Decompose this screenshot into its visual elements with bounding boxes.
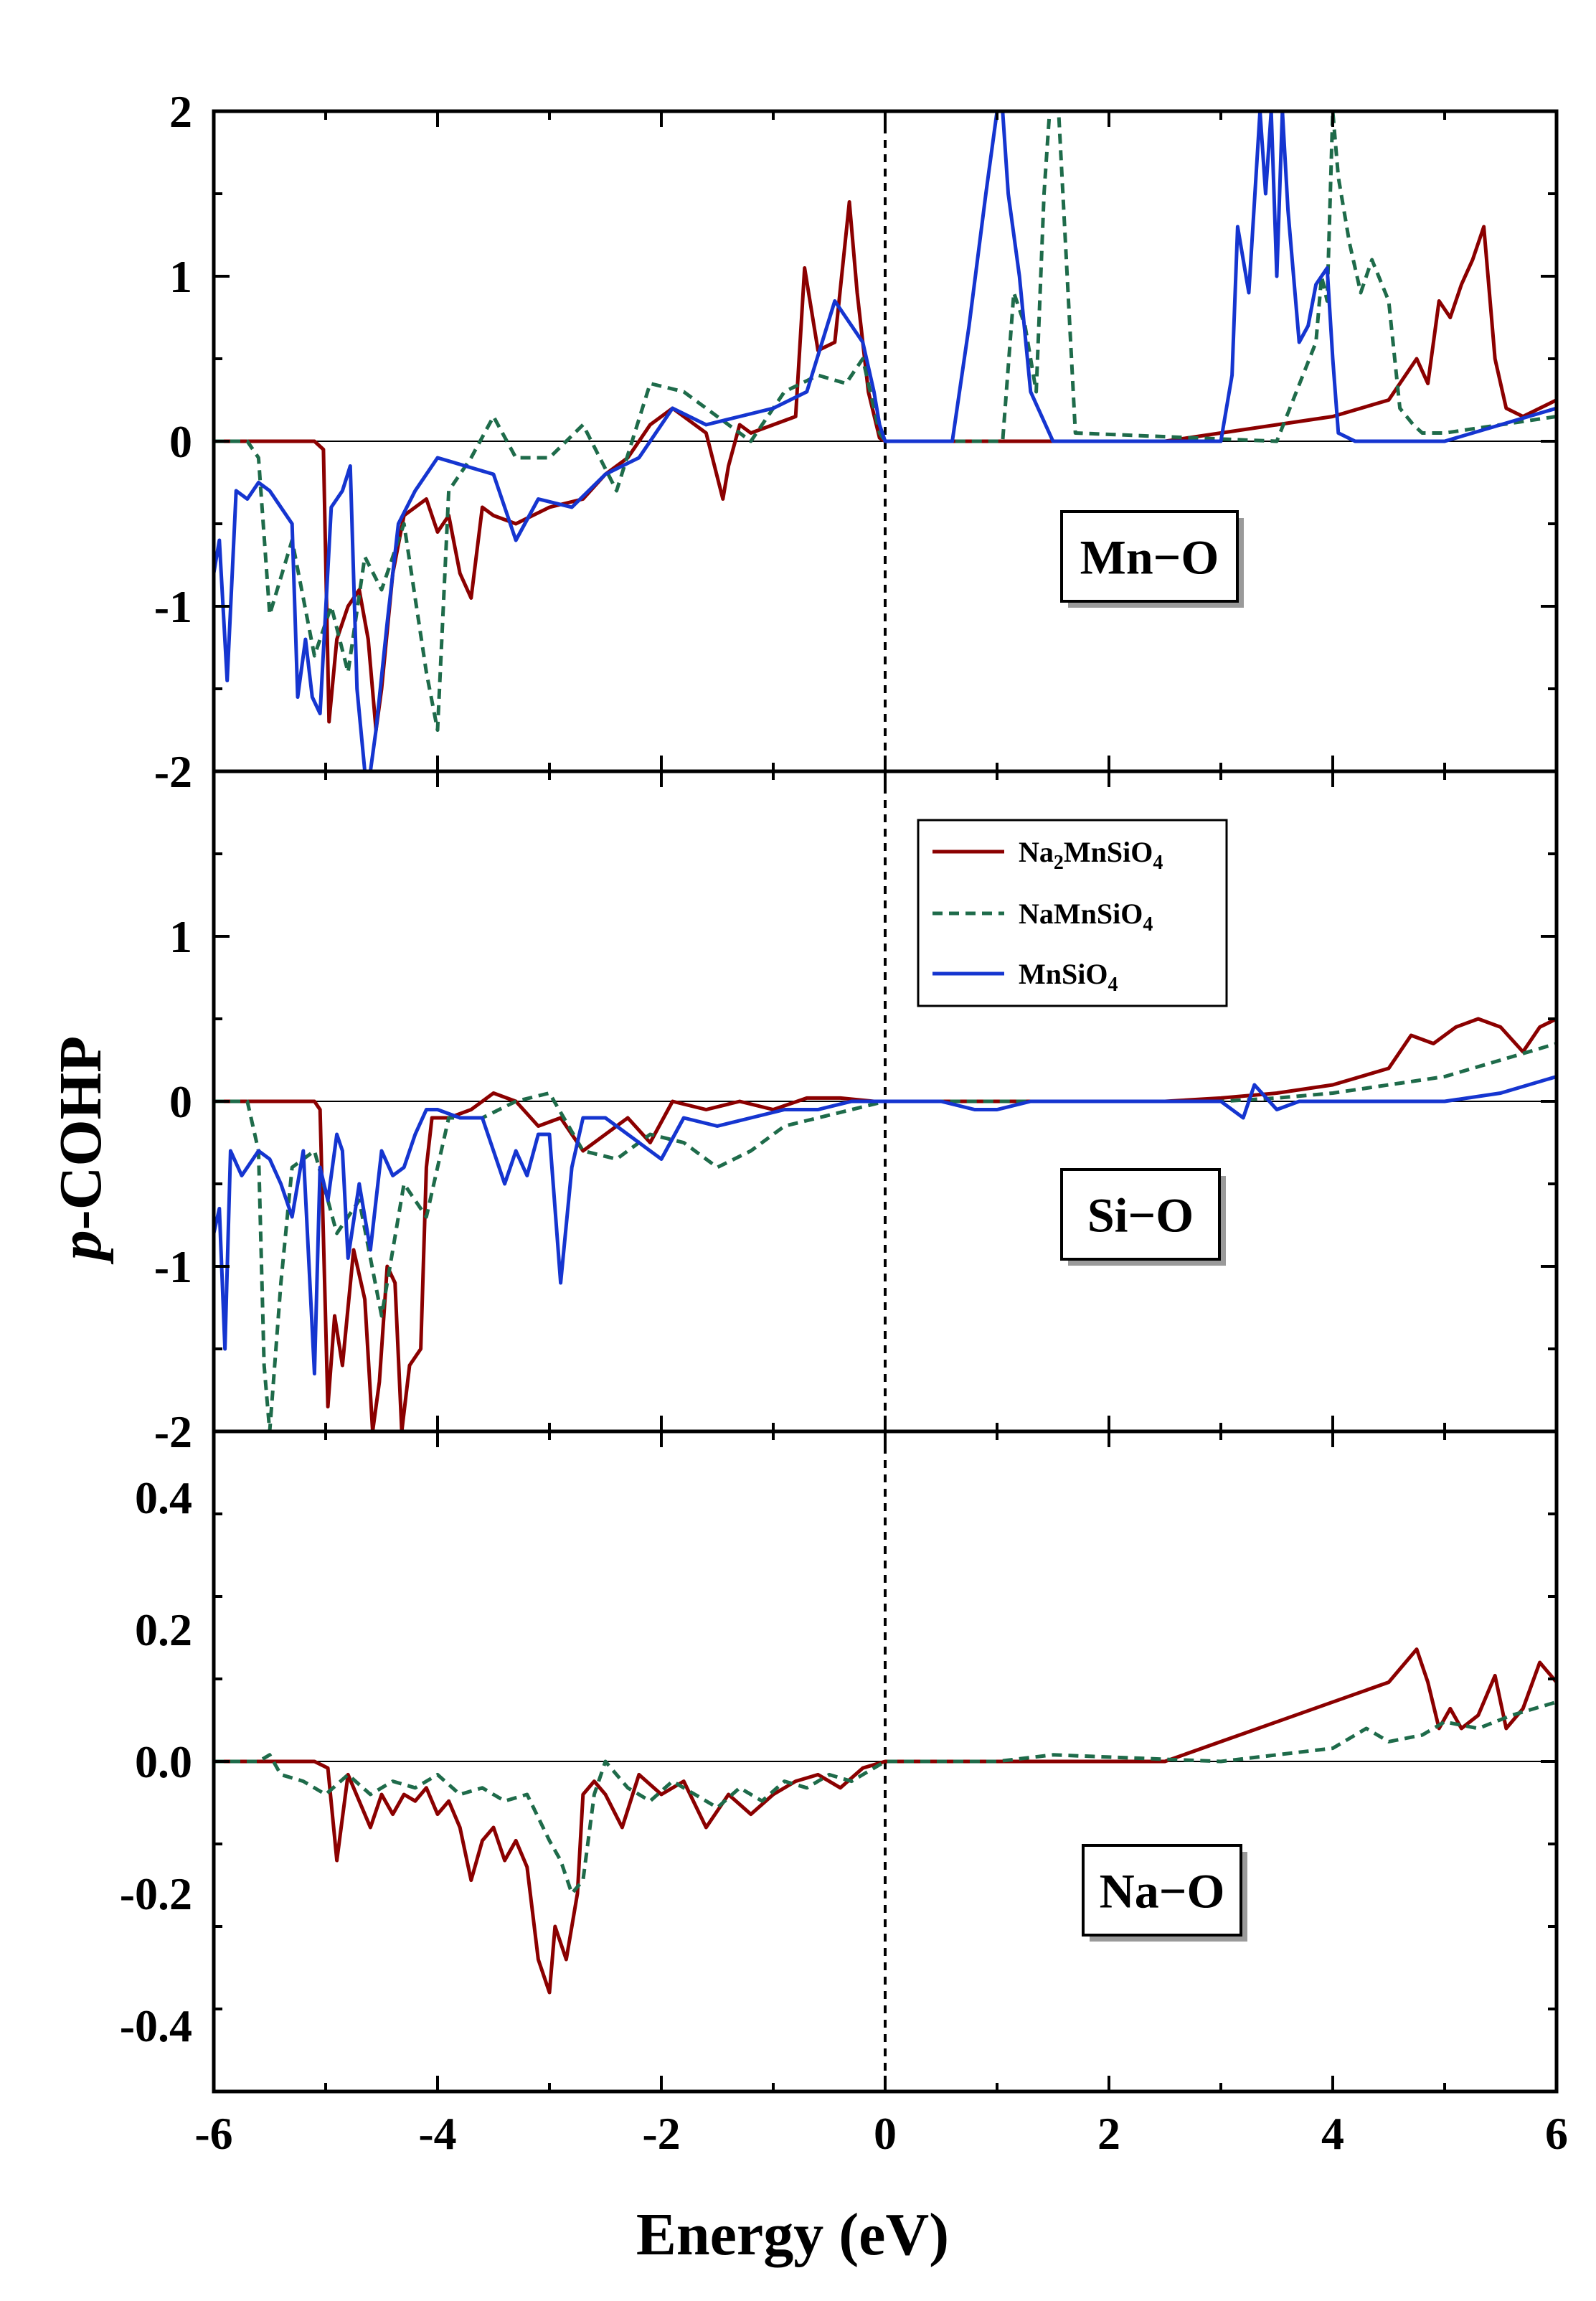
y-tick-label: 0.4 <box>135 1472 192 1523</box>
legend-label-NaMnSiO4: NaMnSiO4 <box>1019 898 1153 936</box>
y-tick-label: -1 <box>154 581 192 632</box>
panel-label-box <box>1060 510 1239 603</box>
series-line-Na2MnSiO4 <box>214 1017 1557 1431</box>
y-tick-label: 1 <box>169 911 192 962</box>
panel-series-group <box>214 111 1557 771</box>
panel-label-box <box>1060 1168 1221 1261</box>
panel-3 <box>214 1431 1557 2091</box>
x-tick-label: -4 <box>418 2108 456 2159</box>
series-line-NaMnSiO4 <box>214 1042 1557 1431</box>
y-tick-label: -2 <box>154 746 192 797</box>
x-tick-label: -2 <box>642 2108 680 2159</box>
x-tick-label: 6 <box>1545 2108 1568 2159</box>
y-tick-label: 1 <box>169 251 192 302</box>
y-axis-title-italic: p <box>47 1230 114 1264</box>
series-line-Na2MnSiO4 <box>214 1647 1557 1995</box>
y-axis-title: p-COHP <box>47 1036 114 1265</box>
x-axis-title: Energy (eV) <box>636 2201 949 2268</box>
y-tick-label: 0.0 <box>135 1736 192 1787</box>
panel-label: Mn−O <box>1080 530 1219 585</box>
y-tick-label: 0 <box>169 416 192 467</box>
y-tick-label: 0 <box>169 1076 192 1127</box>
panel-series-group <box>214 1017 1557 1431</box>
y-tick-label: 0.2 <box>135 1604 192 1655</box>
y-tick-label: -0.4 <box>120 2000 192 2051</box>
legend-text-part: NaMnSiO <box>1019 898 1143 930</box>
panel-2 <box>214 771 1557 1431</box>
panel-label: Na−O <box>1100 1864 1225 1919</box>
panels-layer <box>214 111 1557 2091</box>
legend-subscript: 4 <box>1153 852 1163 874</box>
x-tick-label: 0 <box>874 2108 897 2159</box>
axes-layer: -2 -1 0 1 2 Mn−O -2 -1 0 1 Si−O -0.4 -0.2 0.0 0.2 0.4 Na… <box>120 86 1568 2159</box>
legend-subscript: 2 <box>1054 852 1064 874</box>
y-tick-label: -0.2 <box>120 1868 192 1919</box>
series-line-MnSiO4 <box>214 1075 1557 1375</box>
y-tick-label: -2 <box>154 1406 192 1457</box>
x-tick-label: -6 <box>194 2108 232 2159</box>
y-axis-title-rest: -COHP <box>47 1036 114 1231</box>
series-line-NaMnSiO4 <box>214 1700 1557 1896</box>
x-tick-label: 4 <box>1321 2108 1344 2159</box>
legend-label-Na2MnSiO4: Na2MnSiO4 <box>1019 836 1163 874</box>
legend-text-part: MnSiO <box>1064 836 1153 868</box>
panel-label-box <box>1082 1844 1242 1937</box>
panel-series-group <box>214 1647 1557 1995</box>
panel-1 <box>214 111 1557 771</box>
legend-text-part: MnSiO <box>1019 958 1108 990</box>
x-tick-label: 2 <box>1097 2108 1120 2159</box>
legend-label-MnSiO4: MnSiO4 <box>1019 958 1118 996</box>
legend-text-part: Na <box>1019 836 1054 868</box>
legend-subscript: 4 <box>1108 974 1118 996</box>
panel-label: Si−O <box>1087 1188 1194 1243</box>
y-tick-label: 2 <box>169 86 192 137</box>
y-tick-label: -1 <box>154 1241 192 1292</box>
series-line-Na2MnSiO4 <box>214 200 1557 732</box>
series-line-NaMnSiO4 <box>214 111 1557 732</box>
legend-subscript: 4 <box>1143 913 1153 936</box>
series-line-MnSiO4 <box>214 111 1557 771</box>
